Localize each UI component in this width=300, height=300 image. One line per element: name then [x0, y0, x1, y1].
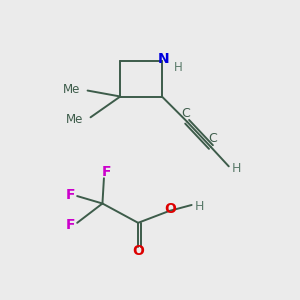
Text: F: F: [102, 165, 111, 179]
Text: Me: Me: [63, 82, 80, 96]
Text: F: F: [66, 218, 75, 232]
Text: F: F: [66, 188, 75, 202]
Text: C: C: [208, 132, 217, 145]
Text: H: H: [174, 61, 183, 74]
Text: H: H: [232, 162, 241, 175]
Text: Me: Me: [66, 113, 83, 126]
Text: O: O: [132, 244, 144, 258]
Text: N: N: [158, 52, 169, 66]
Text: C: C: [181, 107, 190, 120]
Text: H: H: [195, 200, 205, 213]
Text: O: O: [164, 202, 176, 216]
